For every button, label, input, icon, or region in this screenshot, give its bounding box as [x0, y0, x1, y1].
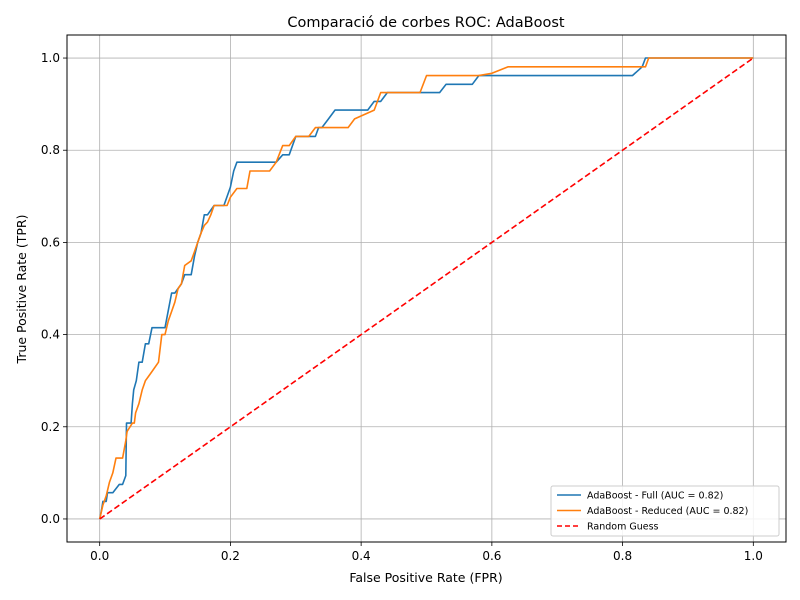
x-axis-label: False Positive Rate (FPR) — [349, 570, 502, 585]
series-line-1 — [98, 57, 754, 520]
series-layer — [98, 57, 754, 520]
y-tick-label: 0.2 — [41, 420, 60, 434]
y-tick-label: 0.0 — [41, 512, 60, 526]
y-tick-label: 1.0 — [41, 51, 60, 65]
legend-label: Random Guess — [587, 522, 659, 533]
series-line-2 — [99, 57, 754, 520]
legend: AdaBoost - Full (AUC = 0.82) AdaBoost - R… — [550, 485, 780, 537]
y-tick-label: 0.8 — [41, 143, 60, 157]
y-tick-label: 0.6 — [41, 235, 60, 249]
legend-box — [550, 485, 780, 537]
legend-label: AdaBoost - Reduced (AUC = 0.82) — [587, 506, 748, 517]
grid-lines — [67, 35, 786, 542]
plot-frame — [66, 34, 787, 543]
y-axis-label: True Positive Rate (TPR) — [14, 215, 29, 365]
x-tick-label: 0.4 — [352, 549, 371, 563]
x-tick-label: 1.0 — [744, 549, 763, 563]
x-tick-label: 0.8 — [613, 549, 632, 563]
y-tick-label: 0.4 — [41, 328, 60, 342]
axis-ticks: 0.0 0.2 0.4 0.6 0.8 1.0 0.0 0.2 0.4 0.6 0.8 1.0 — [41, 51, 763, 563]
x-tick-label: 0.6 — [482, 549, 501, 563]
legend-label: AdaBoost - Full (AUC = 0.82) — [587, 491, 723, 502]
x-tick-label: 0.2 — [221, 549, 240, 563]
x-tick-label: 0.0 — [90, 549, 109, 563]
chart-title: Comparació de corbes ROC: AdaBoost — [287, 15, 564, 31]
